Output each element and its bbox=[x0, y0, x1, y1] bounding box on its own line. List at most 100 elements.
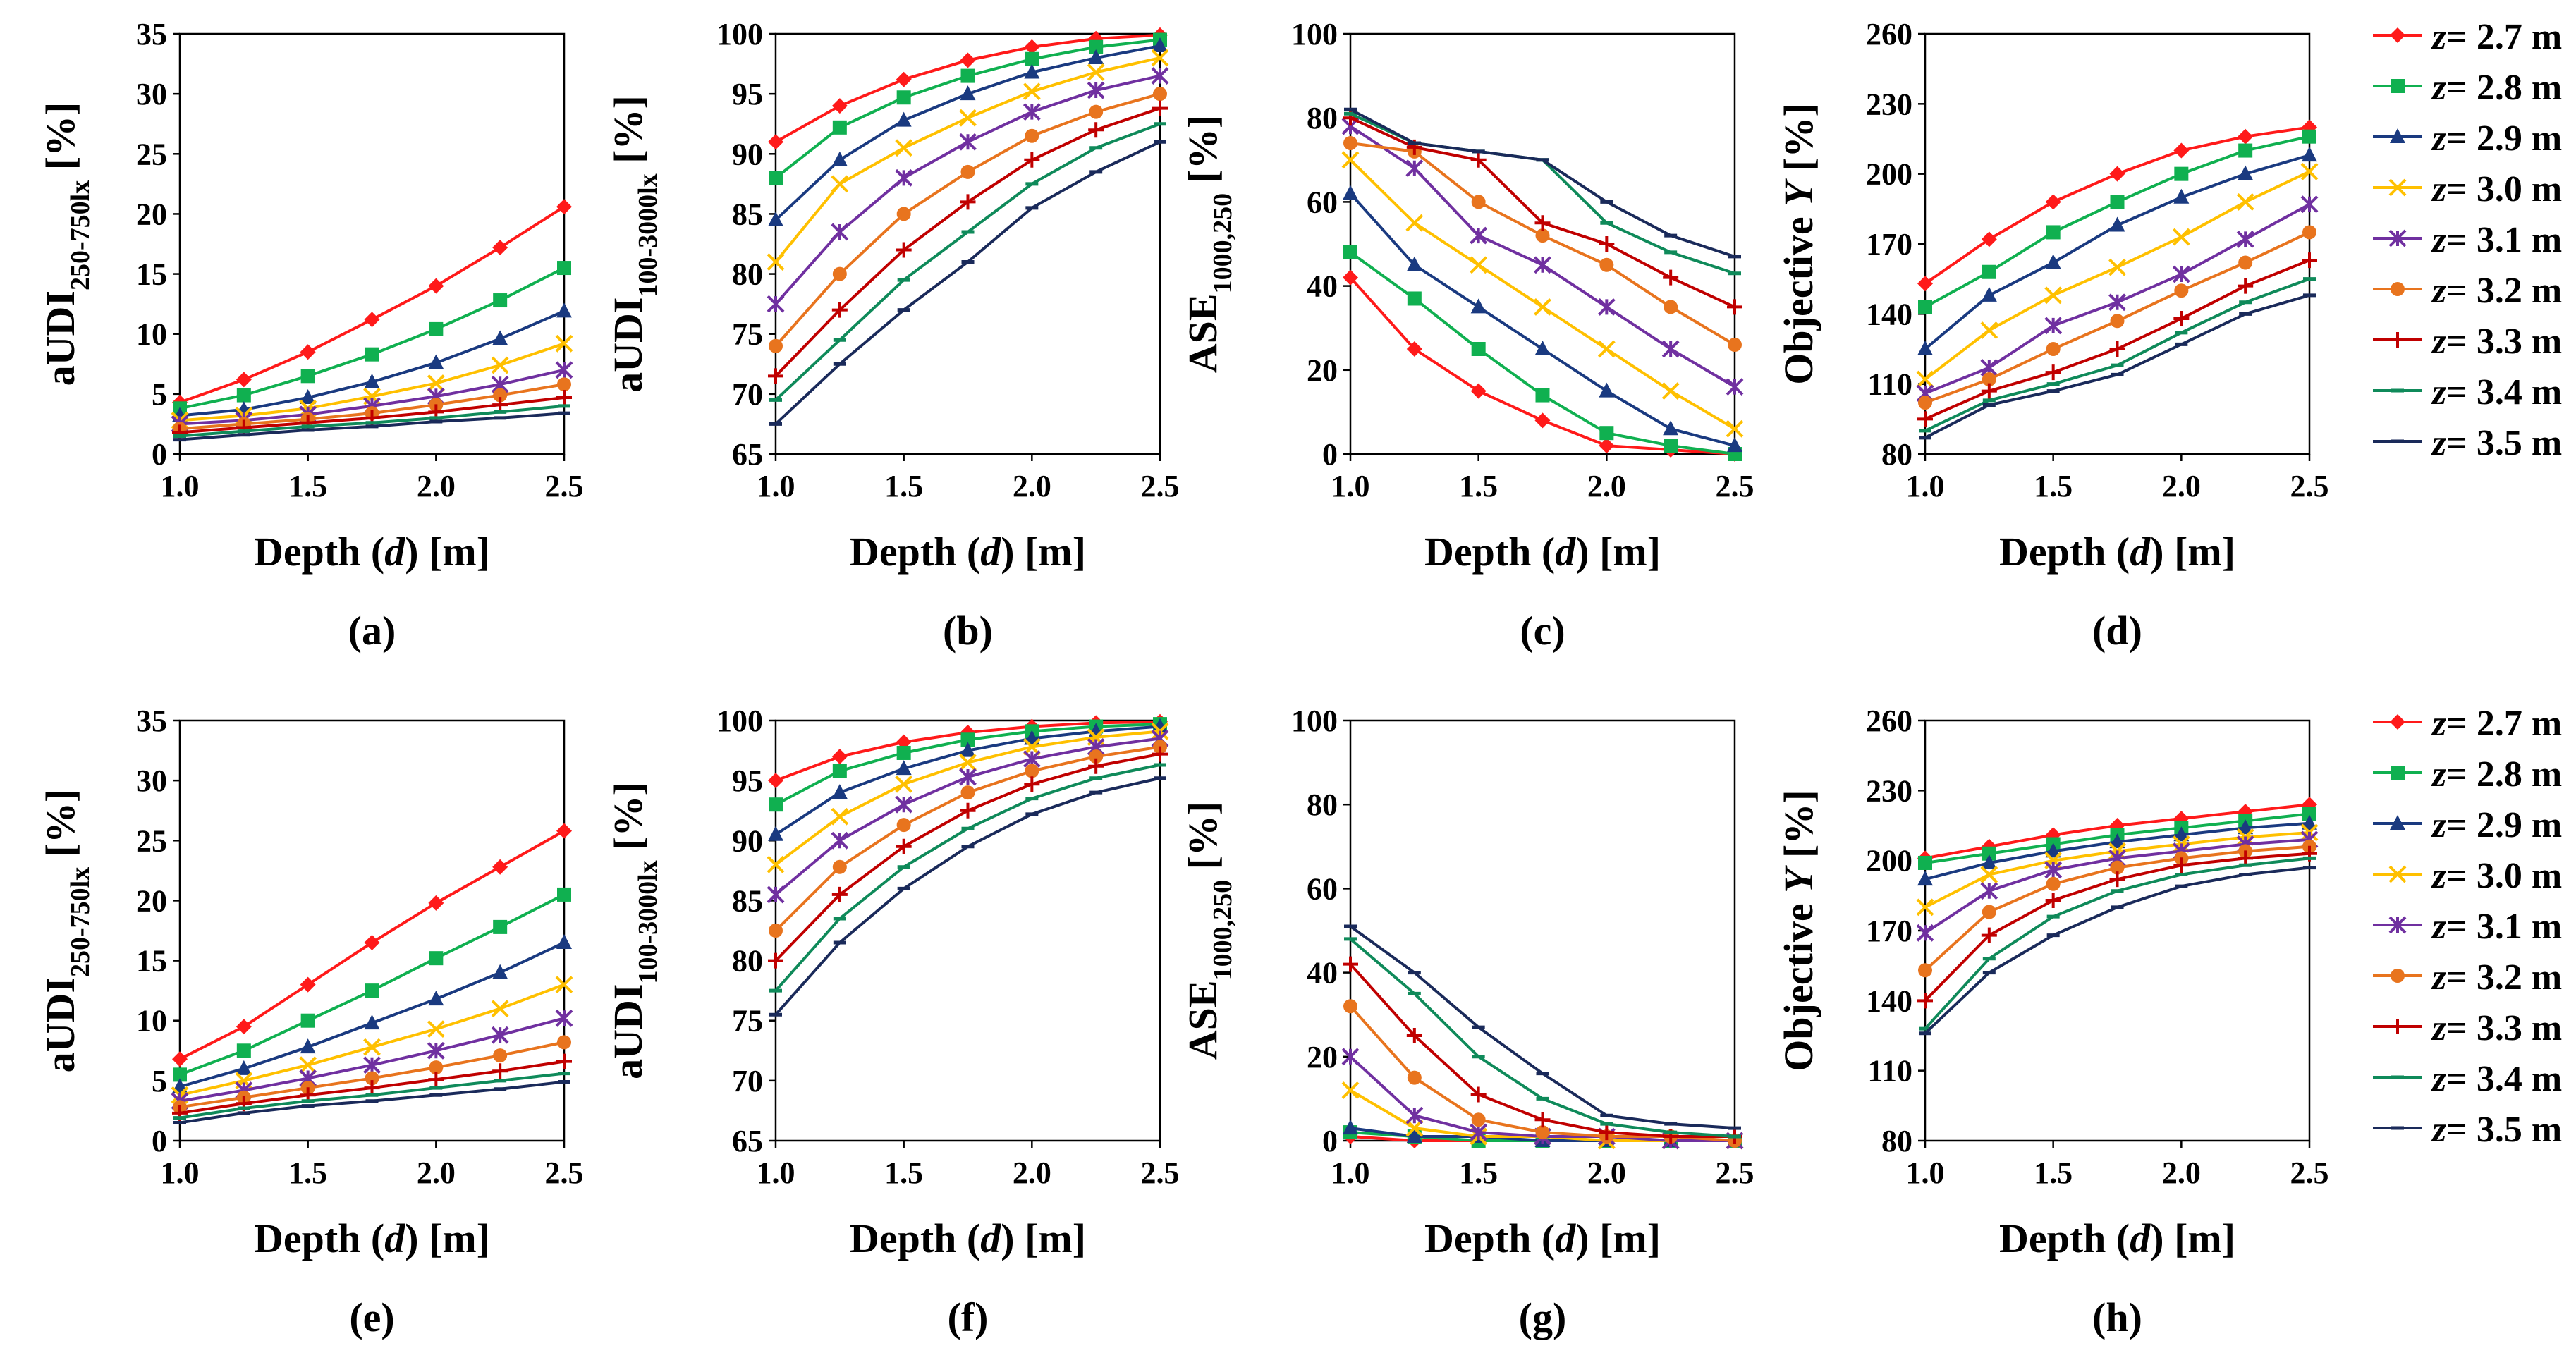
x-axis-label: Depth (d) [m] bbox=[850, 529, 1086, 575]
legend-item: z= 3.4 m bbox=[2373, 372, 2562, 412]
y-axis-label: aUDI250-750lx [%] bbox=[37, 789, 95, 1073]
data-point bbox=[364, 1080, 380, 1096]
data-point bbox=[555, 361, 573, 379]
data-point bbox=[831, 223, 849, 241]
x-tick-label: 2.0 bbox=[1587, 469, 1626, 503]
x-tick-label: 1.5 bbox=[884, 469, 923, 503]
y-tick-label: 30 bbox=[136, 764, 167, 798]
y-tick-label: 70 bbox=[732, 1064, 763, 1098]
data-point bbox=[300, 1038, 316, 1054]
data-point bbox=[1599, 382, 1615, 398]
data-point bbox=[831, 749, 848, 765]
data-point bbox=[2174, 283, 2189, 298]
data-point bbox=[2046, 342, 2061, 356]
data-point bbox=[831, 807, 849, 826]
legend-top: z= 2.7 m z= 2.8 m z= 2.9 m z= 3.0 m z= 3.1 m… bbox=[2373, 17, 2562, 463]
data-point bbox=[2109, 833, 2125, 849]
data-point bbox=[429, 1060, 444, 1075]
data-point bbox=[491, 1000, 509, 1018]
x-tick-label: 2.5 bbox=[545, 1155, 584, 1190]
data-point bbox=[1153, 87, 1167, 102]
legend-label: z= 2.8 m bbox=[2431, 754, 2562, 795]
data-point bbox=[236, 1043, 251, 1058]
y-tick-label: 80 bbox=[732, 944, 763, 979]
x-tick-label: 2.5 bbox=[1716, 1155, 1754, 1190]
x-tick-label: 1.5 bbox=[2034, 1155, 2073, 1190]
data-point bbox=[365, 347, 379, 362]
data-point bbox=[2238, 165, 2254, 180]
series-3.3 bbox=[1343, 110, 1742, 315]
data-point bbox=[428, 354, 444, 369]
data-point bbox=[896, 207, 911, 221]
data-point bbox=[1341, 1048, 1360, 1066]
data-point bbox=[1981, 927, 1997, 943]
data-point bbox=[1728, 338, 1742, 353]
legend-item: z= 3.2 m bbox=[2373, 957, 2562, 998]
x-axis-label: Depth (d) [m] bbox=[254, 529, 490, 575]
data-point bbox=[1918, 396, 1932, 410]
y-tick-label: 35 bbox=[136, 17, 167, 51]
y-tick-label: 60 bbox=[1307, 871, 1338, 906]
data-point bbox=[769, 171, 783, 185]
legend-item: z= 3.0 m bbox=[2373, 856, 2562, 896]
legend-item: z= 3.3 m bbox=[2373, 321, 2562, 362]
x-tick-label: 2.0 bbox=[417, 469, 456, 503]
data-point bbox=[1534, 215, 1551, 231]
data-point bbox=[555, 1009, 573, 1027]
x-tick-label: 1.5 bbox=[1459, 1155, 1498, 1190]
data-point bbox=[1918, 855, 1932, 870]
data-point bbox=[493, 293, 508, 308]
series-3.4 bbox=[1919, 277, 2316, 433]
series-2.8 bbox=[173, 887, 571, 1082]
x-tick-label: 1.0 bbox=[757, 469, 795, 503]
data-point bbox=[768, 211, 783, 226]
data-point bbox=[1599, 438, 1615, 454]
panel-label: (c) bbox=[1520, 608, 1565, 654]
data-point bbox=[556, 389, 572, 405]
data-point bbox=[1918, 300, 1932, 314]
series-3.4 bbox=[1919, 856, 2316, 1031]
data-point bbox=[1088, 30, 1104, 47]
data-point bbox=[1470, 256, 1488, 274]
data-point bbox=[2173, 826, 2190, 842]
data-point bbox=[1471, 342, 1486, 356]
data-point bbox=[1535, 1125, 1550, 1140]
legend-item: z= 3.1 m bbox=[2373, 220, 2562, 260]
x-tick-label: 2.5 bbox=[1141, 1155, 1180, 1190]
series-3.5 bbox=[1919, 293, 2316, 440]
y-tick-label: 5 bbox=[152, 1064, 167, 1098]
data-point bbox=[2045, 254, 2061, 269]
series-3.3 bbox=[1917, 252, 2317, 427]
y-tick-label: 80 bbox=[732, 257, 763, 292]
series-3.1 bbox=[1916, 195, 2319, 403]
data-point bbox=[896, 90, 911, 105]
data-point bbox=[1089, 749, 1104, 764]
data-point bbox=[2302, 807, 2316, 821]
data-point bbox=[2108, 293, 2126, 312]
data-point bbox=[1916, 898, 1934, 917]
x-tick-label: 2.5 bbox=[1141, 469, 1180, 503]
x-tick-label: 1.0 bbox=[161, 469, 200, 503]
data-point bbox=[960, 732, 975, 747]
y-tick-label: 75 bbox=[732, 1004, 763, 1038]
legend-label: z= 3.5 m bbox=[2431, 423, 2562, 463]
data-point bbox=[1024, 776, 1040, 792]
y-axis-label: Objective Y [%] bbox=[1776, 103, 1821, 384]
data-point bbox=[236, 1060, 252, 1075]
data-point bbox=[1343, 999, 1357, 1014]
data-point bbox=[236, 372, 252, 388]
data-point bbox=[1727, 299, 1742, 315]
legend-item: z= 3.0 m bbox=[2373, 169, 2562, 209]
data-point bbox=[555, 976, 573, 994]
series-2.8 bbox=[769, 32, 1167, 185]
y-axis-label: ASE1000,250 [%] bbox=[1180, 115, 1238, 373]
series-3.4 bbox=[173, 1072, 570, 1120]
y-tick-label: 95 bbox=[732, 764, 763, 798]
data-point bbox=[1088, 49, 1104, 65]
series-3.5 bbox=[173, 1080, 570, 1124]
data-point bbox=[300, 976, 316, 993]
x-tick-label: 2.0 bbox=[1013, 469, 1051, 503]
data-point bbox=[429, 951, 444, 966]
series-3.1 bbox=[1341, 117, 1744, 396]
